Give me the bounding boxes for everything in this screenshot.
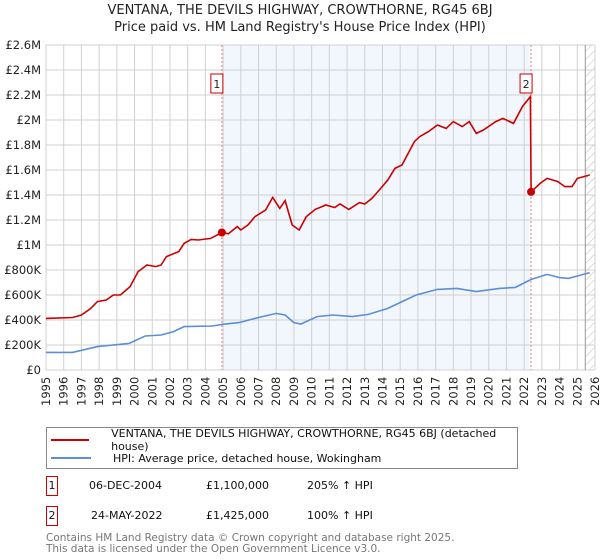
transaction-price: £1,100,000	[206, 479, 269, 492]
price-chart: 1995 1996 1997 1998 1999 2000 2001 2002 2003 2004…	[4, 38, 600, 406]
y-tick-label: £600K	[4, 288, 41, 302]
transaction-price: £1,425,000	[206, 509, 269, 522]
y-tick-label: £400K	[4, 313, 41, 327]
y-tick-label: £200K	[4, 338, 41, 352]
legend-item-hpi: HPI: Average price, detached house, Woki…	[51, 450, 381, 466]
y-tick-label: £2.2M	[5, 88, 41, 102]
transaction-date: 24-MAY-2022	[91, 509, 163, 522]
x-tick-label: 2005	[216, 377, 230, 406]
x-tick-label: 2016	[411, 377, 425, 406]
transaction-marker-badge: 2	[46, 506, 58, 526]
x-tick-label: 2015	[393, 377, 407, 406]
x-tick-label: 1996	[57, 377, 71, 406]
footer-licence: This data is licensed under the Open Gov…	[46, 543, 381, 555]
x-tick-label: 1995	[39, 377, 53, 406]
y-tick-label: £1M	[16, 238, 41, 252]
x-tick-label: 2026	[588, 377, 600, 406]
x-tick-label: 1997	[74, 377, 88, 406]
x-tick-label: 2025	[570, 377, 584, 406]
chart-title: VENTANA, THE DEVILS HIGHWAY, CROWTHORNE,…	[107, 3, 493, 18]
x-tick-label: 2012	[340, 377, 354, 406]
x-tick-label: 2002	[163, 377, 177, 406]
x-tick-label: 2024	[553, 377, 567, 406]
x-tick-label: 2007	[252, 377, 266, 406]
transaction-date: 06-DEC-2004	[89, 479, 163, 492]
y-tick-label: £2.4M	[5, 63, 41, 77]
legend-label: VENTANA, THE DEVILS HIGHWAY, CROWTHORNE,…	[111, 427, 497, 453]
ownership-period-shade	[221, 45, 532, 370]
x-tick-label: 2006	[234, 377, 248, 406]
y-tick-label: £0	[26, 363, 41, 377]
sale-point	[217, 228, 226, 237]
y-tick-label: £2.6M	[5, 38, 41, 52]
legend-item-property: VENTANA, THE DEVILS HIGHWAY, CROWTHORNE,…	[51, 427, 517, 453]
x-tick-label: 2003	[181, 377, 195, 406]
sale-marker-label: 1	[213, 78, 220, 91]
x-tick-label: 2017	[429, 377, 443, 406]
y-tick-label: £1.2M	[5, 213, 41, 227]
x-tick-label: 2011	[322, 377, 336, 406]
x-tick-label: 2000	[128, 377, 142, 406]
x-tick-label: 1998	[92, 377, 106, 406]
x-tick-label: 2020	[482, 377, 496, 406]
transaction-hpi-change: 205% ↑ HPI	[307, 479, 373, 492]
x-tick-label: 1999	[110, 377, 124, 406]
legend-swatch-blue	[51, 457, 91, 459]
x-tick-label: 2021	[499, 377, 513, 406]
x-tick-label: 2010	[305, 377, 319, 406]
x-tick-label: 2018	[446, 377, 460, 406]
legend-swatch-red	[51, 439, 90, 441]
footer-copyright: Contains HM Land Registry data © Crown c…	[46, 532, 455, 544]
series-line	[45, 94, 590, 320]
y-tick-label: £1.6M	[5, 163, 41, 177]
legend: VENTANA, THE DEVILS HIGHWAY, CROWTHORNE,…	[46, 427, 518, 469]
forecast-hatch	[585, 45, 595, 370]
y-tick-label: £1.8M	[5, 138, 41, 152]
x-tick-label: 2022	[517, 377, 531, 406]
y-tick-label: £800K	[4, 263, 41, 277]
sale-marker-badge	[519, 73, 533, 94]
x-tick-label: 2008	[269, 377, 283, 406]
x-tick-label: 2001	[145, 377, 159, 406]
sale-point	[527, 187, 536, 196]
sale-marker-badge	[210, 73, 224, 94]
transaction-hpi-change: 100% ↑ HPI	[307, 509, 373, 522]
x-tick-label: 2023	[535, 377, 549, 406]
transaction-marker-badge: 1	[46, 476, 58, 496]
y-tick-label: £1.4M	[5, 188, 41, 202]
x-tick-label: 2013	[358, 377, 372, 406]
x-tick-label: 2019	[464, 377, 478, 406]
footer: Contains HM Land Registry data © Crown c…	[46, 533, 454, 555]
y-tick-label: £2M	[16, 113, 41, 127]
chart-subtitle: Price paid vs. HM Land Registry's House …	[114, 20, 486, 35]
sale-marker-label: 2	[523, 78, 530, 91]
series-line	[46, 271, 590, 354]
x-tick-label: 2014	[375, 377, 389, 406]
legend-label: HPI: Average price, detached house, Woki…	[113, 451, 382, 465]
x-tick-label: 2004	[198, 377, 212, 406]
x-tick-label: 2009	[287, 377, 301, 406]
